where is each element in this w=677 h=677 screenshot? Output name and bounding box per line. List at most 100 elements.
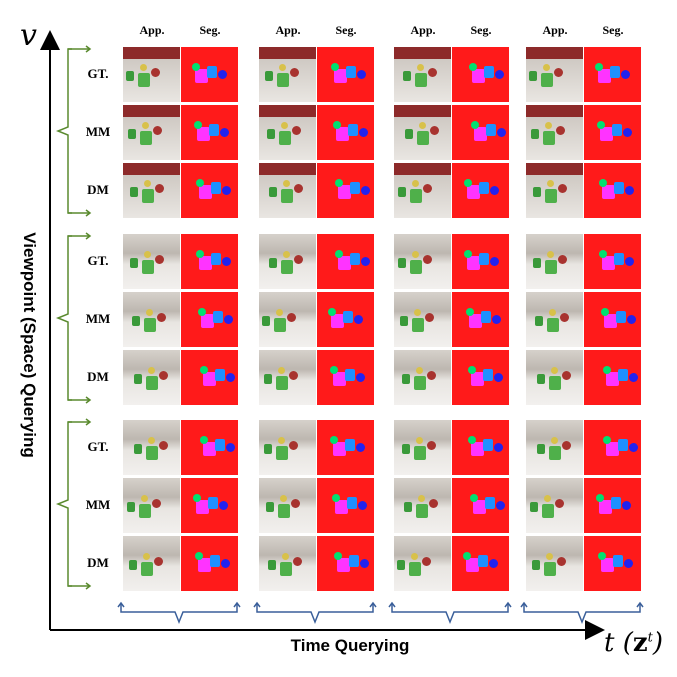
segmentation-object [490,186,499,195]
time-brace [523,604,641,625]
segmentation-object [483,369,493,381]
appearance-object [276,309,283,316]
segmentation-object [198,308,206,316]
appearance-object [142,260,154,274]
segmentation-object [598,69,611,83]
appearance-object [268,560,276,570]
segmentation-image [452,420,509,475]
segmentation-object [629,373,638,382]
segmentation-object [346,66,356,78]
segmentation-object [494,373,503,382]
appearance-object [144,318,156,332]
viewpoint-arrow [68,232,92,240]
appearance-object [289,441,298,450]
appearance-object [417,64,424,71]
segmentation-object [199,185,212,199]
segmentation-image [181,292,238,347]
appearance-image [394,105,451,160]
segmentation-object [479,182,489,194]
segmentation-object [602,256,615,270]
segmentation-object [623,128,632,137]
appearance-object [141,562,153,576]
appearance-object [409,562,421,576]
appearance-image [526,105,583,160]
x-symbol-sup: t [647,630,653,646]
appearance-object [532,560,540,570]
segmentation-object [207,66,217,78]
segmentation-object [208,497,218,509]
segmentation-object [602,185,615,199]
segmentation-object [199,256,212,270]
segmentation-image [452,47,509,102]
segmentation-object [599,179,607,187]
segmentation-image [452,536,509,591]
appearance-object [128,129,136,139]
segmentation-object [203,372,216,386]
segmentation-object [613,555,623,567]
appearance-image [259,234,316,289]
segmentation-object [334,552,342,560]
segmentation-object [625,186,634,195]
segmentation-object [348,124,358,136]
appearance-object [154,557,163,566]
segmentation-object [349,555,359,567]
appearance-object [153,126,162,135]
time-arrow [504,601,512,608]
appearance-object [410,189,422,203]
segmentation-object [611,497,621,509]
segmentation-object [473,500,486,514]
viewpoint-arrow [68,396,92,404]
appearance-image [123,536,180,591]
appearance-object [294,184,303,193]
row-label: MM [85,311,111,326]
appearance-image [259,536,316,591]
segmentation-object [467,185,480,199]
appearance-object [290,68,299,77]
appearance-object [138,73,150,87]
appearance-object [281,189,293,203]
appearance-object [554,68,563,77]
segmentation-object [358,501,367,510]
appearance-object [283,251,290,258]
segmentation-object [335,500,348,514]
appearance-object [415,73,427,87]
appearance-object [293,557,302,566]
segmentation-object [334,69,347,83]
time-brace [256,604,374,625]
segmentation-image [317,350,374,405]
appearance-object [430,126,439,135]
appearance-object [143,553,150,560]
segmentation-object [213,311,223,323]
segmentation-image [181,105,238,160]
segmentation-object [627,315,636,324]
appearance-object [549,376,561,390]
appearance-object [411,553,418,560]
appearance-image [123,350,180,405]
appearance-object [428,68,437,77]
appearance-object [547,180,554,187]
segmentation-object [350,253,360,265]
segmentation-object [338,185,351,199]
segmentation-image [181,163,238,218]
segmentation-object [621,70,630,79]
appearance-image [394,536,451,591]
appearance-object [278,504,290,518]
segmentation-object [338,256,351,270]
appearance-object [276,446,288,460]
appearance-object [159,441,168,450]
segmentation-object [492,315,501,324]
time-brace [391,604,509,625]
appearance-object [151,68,160,77]
segmentation-object [330,366,338,374]
segmentation-image [181,234,238,289]
segmentation-image [181,350,238,405]
segmentation-object [616,311,626,323]
segmentation-image [584,292,641,347]
segmentation-object [345,369,355,381]
segmentation-object [195,69,208,83]
segmentation-object [200,366,208,374]
appearance-object [537,374,545,384]
segmentation-object [354,315,363,324]
col-header-seg: Seg. [470,23,492,37]
segmentation-image [584,478,641,533]
